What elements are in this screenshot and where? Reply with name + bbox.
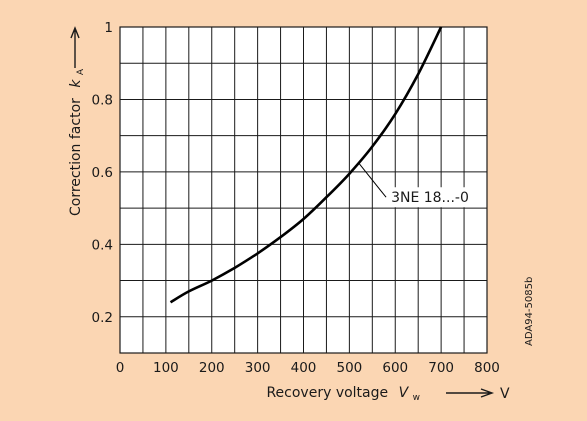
annotation-background bbox=[388, 187, 473, 208]
x-tick-label: 400 bbox=[291, 360, 317, 376]
x-tick-label: 600 bbox=[382, 360, 408, 376]
x-tick-label: 300 bbox=[245, 360, 271, 376]
x-axis-title: Recovery voltage V w bbox=[266, 385, 420, 403]
y-tick-label: 0.6 bbox=[92, 165, 113, 181]
x-tick-label: 0 bbox=[116, 360, 125, 376]
annotation-series-label: 3NE 18...-0 bbox=[391, 190, 469, 206]
y-tick-label: 0.4 bbox=[92, 237, 113, 253]
x-tick-label: 700 bbox=[428, 360, 454, 376]
x-axis-subscript: w bbox=[413, 393, 420, 403]
y-tick-label: 0.2 bbox=[92, 310, 113, 326]
x-axis-label: Recovery voltage bbox=[266, 385, 388, 401]
x-tick-label: 200 bbox=[199, 360, 225, 376]
y-axis-subscript: A bbox=[76, 68, 86, 75]
y-tick-label: 0.8 bbox=[92, 92, 113, 108]
x-tick-label: 800 bbox=[474, 360, 500, 376]
x-tick-label: 100 bbox=[153, 360, 179, 376]
y-axis-symbol: k bbox=[68, 79, 84, 88]
y-axis-label: Correction factor bbox=[68, 98, 84, 216]
x-axis-arrow-icon bbox=[446, 388, 495, 398]
annotation-leader-line bbox=[358, 162, 387, 198]
x-tick-label: 500 bbox=[336, 360, 362, 376]
tick-labels: 0 100 200 300 400 500 600 700 800 0.2 0.4 0.6 0.8 1 bbox=[92, 20, 500, 376]
y-axis-arrow-icon bbox=[70, 26, 80, 68]
figure-code: ADA94-5085b bbox=[524, 277, 535, 346]
x-axis-symbol: V bbox=[399, 385, 410, 401]
y-tick-label: 1 bbox=[104, 20, 113, 36]
series-line-3ne-18-0 bbox=[169, 26, 443, 304]
x-axis-unit: V bbox=[500, 386, 510, 402]
y-axis-title: Correction factor k A bbox=[68, 68, 86, 216]
